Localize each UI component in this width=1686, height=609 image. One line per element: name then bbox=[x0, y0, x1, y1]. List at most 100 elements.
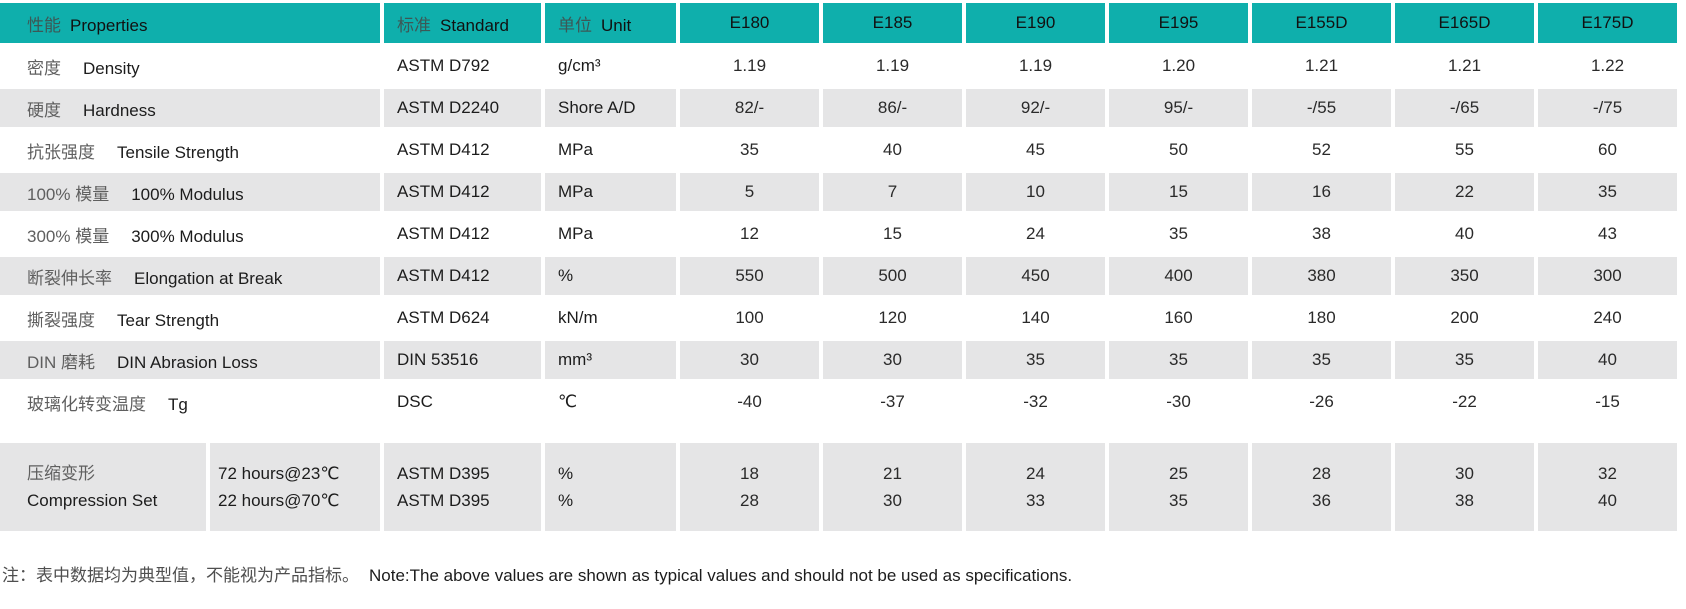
value-cell: 1.19 bbox=[966, 47, 1106, 85]
value-cell: 38 bbox=[1252, 215, 1392, 253]
header-grade-e155d: E155D bbox=[1252, 3, 1392, 43]
header-row: 性能 Properties 标准 Standard 单位 Unit E180 E185 E… bbox=[0, 3, 1678, 43]
spacer-row bbox=[0, 425, 1677, 439]
value-cell: 500 bbox=[823, 257, 963, 295]
header-properties: 性能 Properties bbox=[0, 3, 381, 43]
properties-table: 性能 Properties 标准 Standard 单位 Unit E180 E185 E… bbox=[0, 3, 1678, 531]
table-row: 密度 Density ASTM D792 g/cm³ 1.19 1.19 1.19 1.20 1… bbox=[0, 47, 1678, 85]
header-unit: 单位 Unit bbox=[545, 3, 677, 43]
unit-line: % bbox=[558, 491, 574, 510]
value-line: 30 bbox=[1455, 464, 1474, 483]
value-cell: 35 bbox=[1538, 173, 1678, 211]
standard-cell: ASTM D412 bbox=[384, 257, 542, 295]
compression-condition: 22 hours@70℃ bbox=[218, 491, 340, 510]
property-label-en: Hardness bbox=[83, 100, 156, 120]
value-cell: 35 bbox=[1252, 341, 1392, 379]
value-cell: 16 bbox=[1252, 173, 1392, 211]
value-line: 28 bbox=[1312, 464, 1331, 483]
value-cell: 400 bbox=[1109, 257, 1249, 295]
standard-cell: ASTM D792 bbox=[384, 47, 542, 85]
value-cell: 35 bbox=[966, 341, 1106, 379]
value-cell: 30 38 bbox=[1395, 443, 1535, 531]
value-cell: 22 bbox=[1395, 173, 1535, 211]
footnote-zh: 注：表中数据均为典型值，不能视为产品指标。 bbox=[2, 566, 359, 585]
value-cell: 550 bbox=[680, 257, 820, 295]
value-cell: -/65 bbox=[1395, 89, 1535, 127]
table-row: 玻璃化转变温度 Tg DSC ℃ -40 -37 -32 -30 -26 -22 -15 bbox=[0, 383, 1678, 421]
unit-cell: mm³ bbox=[545, 341, 677, 379]
value-cell: 24 33 bbox=[966, 443, 1106, 531]
property-label-en: Density bbox=[83, 58, 140, 78]
value-cell: -26 bbox=[1252, 383, 1392, 421]
compression-label-cell: 压缩变形 Compression Set bbox=[0, 443, 206, 531]
value-cell: 15 bbox=[823, 215, 963, 253]
value-line: 28 bbox=[740, 491, 759, 510]
unit-cell: Shore A/D bbox=[545, 89, 677, 127]
value-cell: 30 bbox=[823, 341, 963, 379]
value-line: 21 bbox=[883, 464, 902, 483]
footnote-en: Note:The above values are shown as typic… bbox=[369, 566, 1073, 585]
value-cell: 12 bbox=[680, 215, 820, 253]
value-cell: 160 bbox=[1109, 299, 1249, 337]
property-label-cell: DIN 磨耗 DIN Abrasion Loss bbox=[0, 341, 381, 379]
value-cell: 180 bbox=[1252, 299, 1392, 337]
value-cell: 25 35 bbox=[1109, 443, 1249, 531]
value-cell: 21 30 bbox=[823, 443, 963, 531]
value-cell: -40 bbox=[680, 383, 820, 421]
unit-cell: MPa bbox=[545, 131, 677, 169]
value-cell: 1.20 bbox=[1109, 47, 1249, 85]
property-label-en: Elongation at Break bbox=[134, 268, 283, 288]
property-label-zh: 300% 模量 bbox=[27, 226, 110, 246]
property-label-zh: 抗张强度 bbox=[27, 142, 95, 162]
value-cell: 40 bbox=[1538, 341, 1678, 379]
value-cell: 100 bbox=[680, 299, 820, 337]
value-line: 32 bbox=[1598, 464, 1617, 483]
standard-cell: ASTM D412 bbox=[384, 131, 542, 169]
unit-cell: MPa bbox=[545, 215, 677, 253]
unit-cell: MPa bbox=[545, 173, 677, 211]
header-grade-e190: E190 bbox=[966, 3, 1106, 43]
property-label-zh: 硬度 bbox=[27, 100, 61, 120]
value-cell: -37 bbox=[823, 383, 963, 421]
property-label-zh: 玻璃化转变温度 bbox=[27, 394, 146, 414]
header-standard-en: Standard bbox=[440, 15, 510, 35]
value-cell: 120 bbox=[823, 299, 963, 337]
header-grade-e180: E180 bbox=[680, 3, 820, 43]
property-label-zh: 断裂伸长率 bbox=[27, 268, 112, 288]
header-properties-zh: 性能 bbox=[27, 15, 61, 35]
value-cell: -/55 bbox=[1252, 89, 1392, 127]
value-cell: 35 bbox=[1109, 341, 1249, 379]
table-row: 断裂伸长率 Elongation at Break ASTM D412% 550 500… bbox=[0, 257, 1678, 295]
compression-conditions-cell: 72 hours@23℃ 22 hours@70℃ bbox=[210, 443, 381, 531]
property-label-cell: 300% 模量 300% Modulus bbox=[0, 215, 381, 253]
value-cell: 200 bbox=[1395, 299, 1535, 337]
header-grade-e185: E185 bbox=[823, 3, 963, 43]
standard-cell: DSC bbox=[384, 383, 542, 421]
table-row: 硬度 Hardness ASTM D2240 Shore A/D 82/- 86/- 92/… bbox=[0, 89, 1678, 127]
footnote: 注：表中数据均为典型值，不能视为产品指标。 Note:The above valu… bbox=[2, 561, 1686, 586]
value-cell: 35 bbox=[1109, 215, 1249, 253]
compression-condition: 72 hours@23℃ bbox=[218, 464, 340, 483]
unit-cell: g/cm³ bbox=[545, 47, 677, 85]
header-unit-zh: 单位 bbox=[558, 15, 593, 35]
unit-cell: ℃ bbox=[545, 383, 677, 421]
property-label-cell: 撕裂强度 Tear Strength bbox=[0, 299, 381, 337]
spacer-cell bbox=[0, 425, 1677, 439]
property-label-cell: 100% 模量 100% Modulus bbox=[0, 173, 381, 211]
value-line: 38 bbox=[1455, 491, 1474, 510]
standard-cell: ASTM D412 bbox=[384, 215, 542, 253]
value-cell: 40 bbox=[1395, 215, 1535, 253]
standard-line: ASTM D395 bbox=[397, 491, 490, 510]
material-datasheet: 性能 Properties 标准 Standard 单位 Unit E180 E185 E… bbox=[0, 3, 1686, 586]
value-cell: 140 bbox=[966, 299, 1106, 337]
property-label-zh: DIN 磨耗 bbox=[27, 352, 95, 372]
value-cell: 1.21 bbox=[1395, 47, 1535, 85]
property-label-zh: 密度 bbox=[27, 58, 61, 78]
value-line: 33 bbox=[1026, 491, 1045, 510]
value-cell: 300 bbox=[1538, 257, 1678, 295]
property-label-cell: 玻璃化转变温度 Tg bbox=[0, 383, 381, 421]
value-cell: 86/- bbox=[823, 89, 963, 127]
value-cell: -22 bbox=[1395, 383, 1535, 421]
property-label-zh: 100% 模量 bbox=[27, 184, 110, 204]
value-cell: 35 bbox=[680, 131, 820, 169]
